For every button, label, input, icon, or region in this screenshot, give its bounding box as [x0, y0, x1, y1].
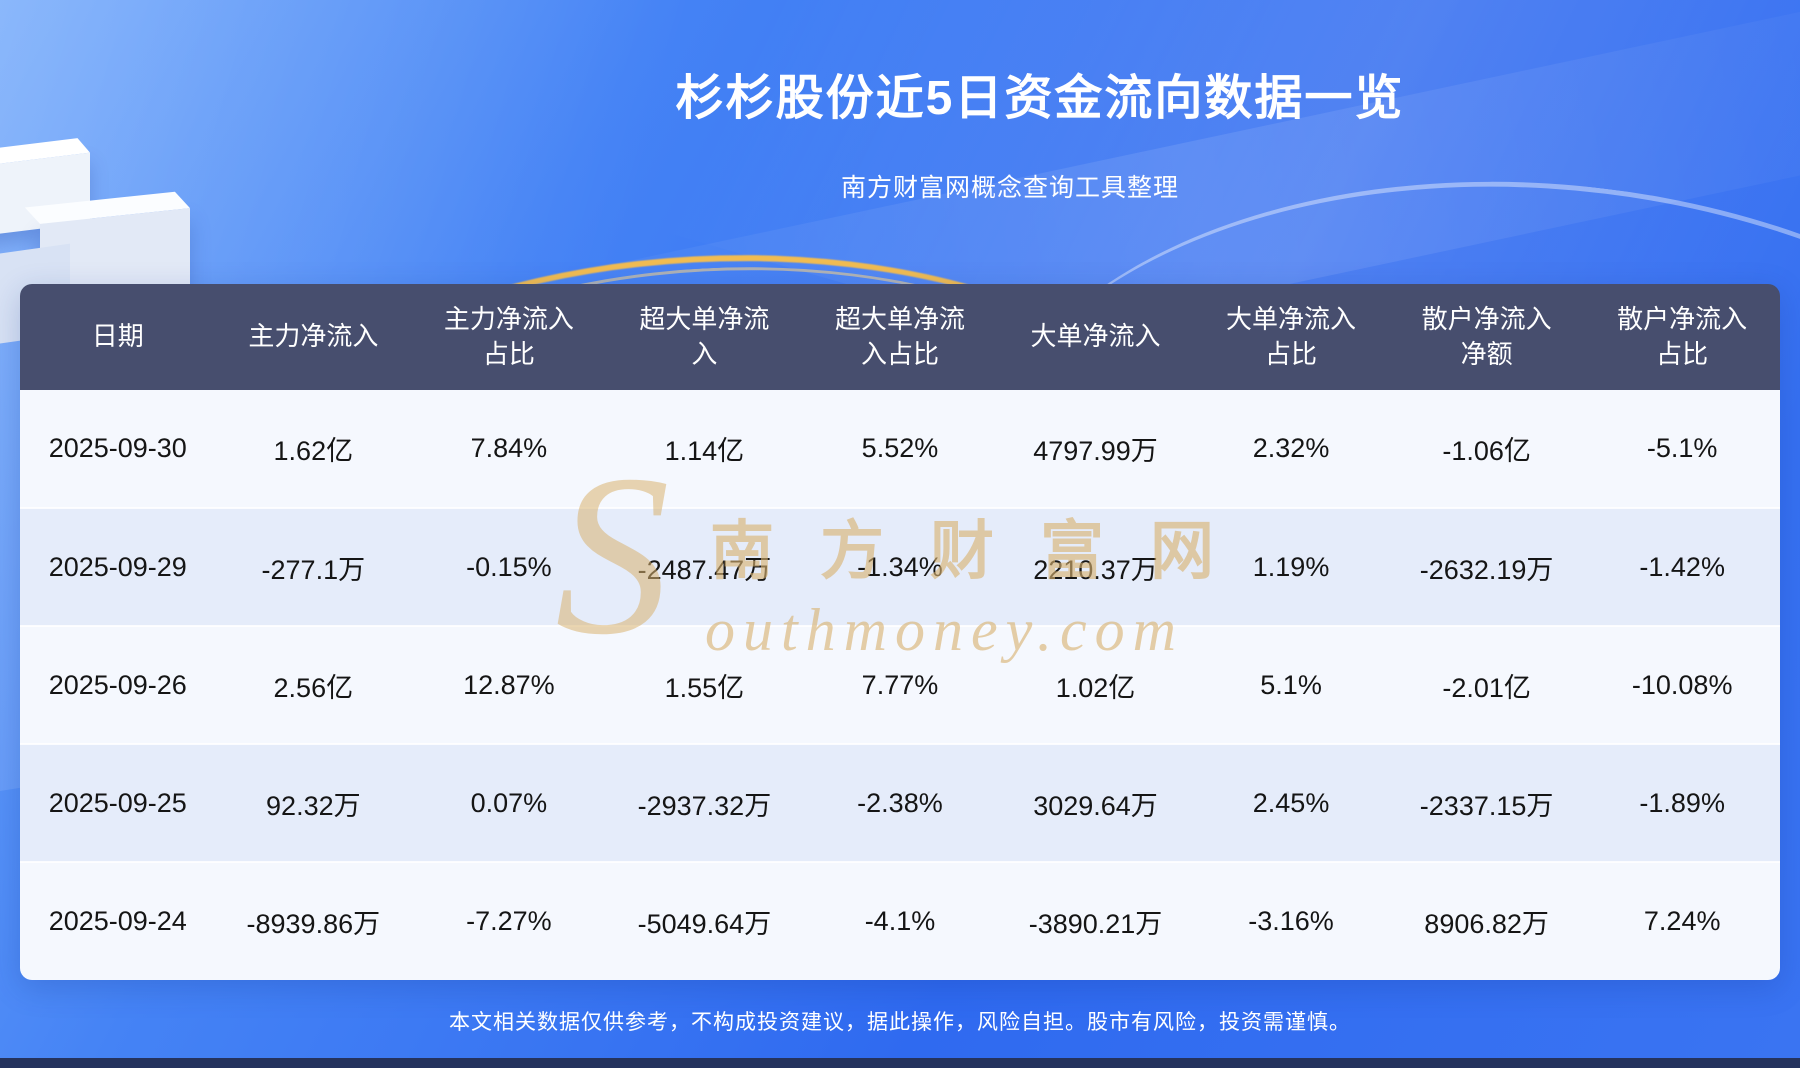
value-cell: -1.42% — [1584, 507, 1780, 626]
page-title: 杉杉股份近5日资金流向数据一览 — [675, 72, 1405, 125]
value-cell: 2.32% — [1193, 390, 1389, 508]
value-cell: -5049.64万 — [606, 861, 803, 980]
value-cell: 1.14亿 — [606, 390, 803, 508]
value-cell: 2.45% — [1193, 743, 1389, 862]
value-cell: 5.1% — [1193, 625, 1389, 744]
value-cell: 92.32万 — [215, 743, 412, 862]
value-cell: 7.77% — [802, 625, 998, 744]
value-cell: 0.07% — [411, 743, 607, 862]
table-row: 2025-09-25 92.32万 0.07% -2937.32万 -2.38% 3029… — [20, 743, 1780, 862]
table-header: 日期 主力净流入 主力净流入 占比 超大单净流 入超大单净流 入占比 大单净流入 大单净流… — [20, 284, 1780, 390]
date-cell: 2025-09-29 — [20, 507, 216, 626]
value-cell: 1.02亿 — [997, 625, 1194, 744]
value-cell: -2.38% — [802, 743, 998, 862]
column-header: 大单净流入 占比 — [1193, 284, 1389, 390]
value-cell: -3890.21万 — [997, 861, 1194, 980]
value-cell: 12.87% — [411, 625, 607, 744]
value-cell: 1.19% — [1193, 507, 1389, 626]
value-cell: 3029.64万 — [997, 743, 1194, 862]
value-cell: -1.89% — [1584, 743, 1780, 862]
value-cell: -10.08% — [1584, 625, 1780, 744]
value-cell: 5.52% — [802, 390, 998, 508]
value-cell: 2210.37万 — [997, 507, 1194, 626]
value-cell: -7.27% — [411, 861, 607, 980]
table-row: 2025-09-24 -8939.86万 -7.27% -5049.64万 -4.1% -… — [20, 861, 1780, 980]
value-cell: -1.06亿 — [1388, 390, 1585, 508]
value-cell: -4.1% — [802, 861, 998, 980]
capital-flow-table: 日期 主力净流入 主力净流入 占比 超大单净流 入超大单净流 入占比 大单净流入 大单净流… — [20, 284, 1780, 980]
table-row: 2025-09-29 -277.1万 -0.15% -2487.47万 -1.34% 22… — [20, 507, 1780, 626]
value-cell: -277.1万 — [215, 507, 412, 626]
date-cell: 2025-09-26 — [20, 625, 216, 744]
page-subtitle: 南方财富网概念查询工具整理 — [840, 174, 1179, 202]
column-header: 主力净流入 占比 — [411, 284, 607, 390]
disclaimer-text: 本文相关数据仅供参考，不构成投资建议，据此操作，风险自担。股市有风险，投资需谨慎… — [449, 1011, 1351, 1034]
column-header: 超大单净流 入 — [606, 284, 803, 390]
capital-flow-table-wrap: 日期 主力净流入 主力净流入 占比 超大单净流 入超大单净流 入占比 大单净流入 大单净流… — [20, 284, 1780, 980]
value-cell: -2487.47万 — [606, 507, 803, 626]
bottom-bar — [0, 1058, 1800, 1068]
column-header: 主力净流入 — [215, 284, 412, 390]
value-cell: -5.1% — [1584, 390, 1780, 508]
value-cell: -0.15% — [411, 507, 607, 626]
value-cell: -1.34% — [802, 507, 998, 626]
table-body: 2025-09-30 1.62亿 7.84% 1.14亿 5.52% 4797.99万 2.… — [20, 390, 1780, 980]
value-cell: 4797.99万 — [997, 390, 1194, 508]
table-header-row: 日期 主力净流入 主力净流入 占比 超大单净流 入超大单净流 入占比 大单净流入 大单净流… — [20, 284, 1780, 390]
date-cell: 2025-09-24 — [20, 861, 216, 980]
value-cell: -2632.19万 — [1388, 507, 1585, 626]
column-header: 散户净流入 占比 — [1584, 284, 1780, 390]
column-header: 日期 — [20, 284, 216, 390]
value-cell: 7.84% — [411, 390, 607, 508]
date-cell: 2025-09-30 — [20, 390, 216, 508]
column-header: 散户净流入 净额 — [1388, 284, 1585, 390]
value-cell: -2937.32万 — [606, 743, 803, 862]
column-header: 大单净流入 — [997, 284, 1194, 390]
value-cell: -3.16% — [1193, 861, 1389, 980]
table-row: 2025-09-26 2.56亿 12.87% 1.55亿 7.77% 1.02亿 5.1%… — [20, 625, 1780, 744]
column-header: 超大单净流 入占比 — [802, 284, 998, 390]
date-cell: 2025-09-25 — [20, 743, 216, 862]
value-cell: 7.24% — [1584, 861, 1780, 980]
value-cell: 2.56亿 — [215, 625, 412, 744]
value-cell: 1.55亿 — [606, 625, 803, 744]
value-cell: -8939.86万 — [215, 861, 412, 980]
value-cell: 8906.82万 — [1388, 861, 1585, 980]
value-cell: -2337.15万 — [1388, 743, 1585, 862]
table-row: 2025-09-30 1.62亿 7.84% 1.14亿 5.52% 4797.99万 2.… — [20, 390, 1780, 508]
value-cell: 1.62亿 — [215, 390, 412, 508]
value-cell: -2.01亿 — [1388, 625, 1585, 744]
